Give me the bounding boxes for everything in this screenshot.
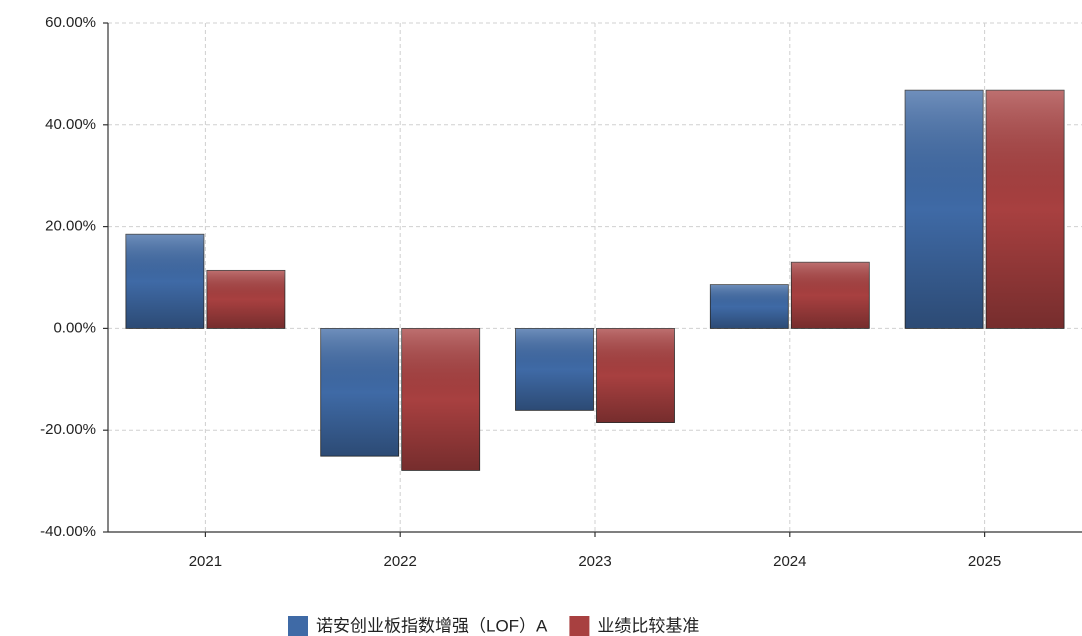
x-tick-label: 2025	[968, 553, 1001, 570]
x-tick-label: 2021	[189, 553, 222, 570]
bar	[985, 89, 1065, 329]
legend-label: 诺安创业板指数增强（LOF）A	[316, 616, 548, 635]
y-tick-label: 0.00%	[53, 319, 96, 336]
legend-label: 业绩比较基准	[597, 616, 699, 635]
y-tick-label: -20.00%	[40, 421, 96, 438]
x-tick-label: 2024	[773, 553, 806, 570]
legend-swatch	[288, 616, 308, 636]
bar	[125, 233, 205, 329]
x-tick-label: 2022	[384, 553, 417, 570]
x-tick-label: 2023	[578, 553, 611, 570]
y-tick-label: -40.00%	[40, 523, 96, 540]
y-tick-label: 40.00%	[45, 116, 96, 133]
bar	[904, 89, 984, 329]
bar	[320, 327, 400, 457]
bar	[790, 261, 870, 329]
bar	[401, 327, 481, 471]
y-tick-label: 60.00%	[45, 14, 96, 31]
bar	[515, 327, 594, 411]
y-tick-label: 20.00%	[45, 218, 96, 235]
legend-swatch	[569, 616, 590, 636]
bar	[709, 284, 789, 329]
bar	[596, 327, 675, 423]
bar	[206, 269, 286, 329]
